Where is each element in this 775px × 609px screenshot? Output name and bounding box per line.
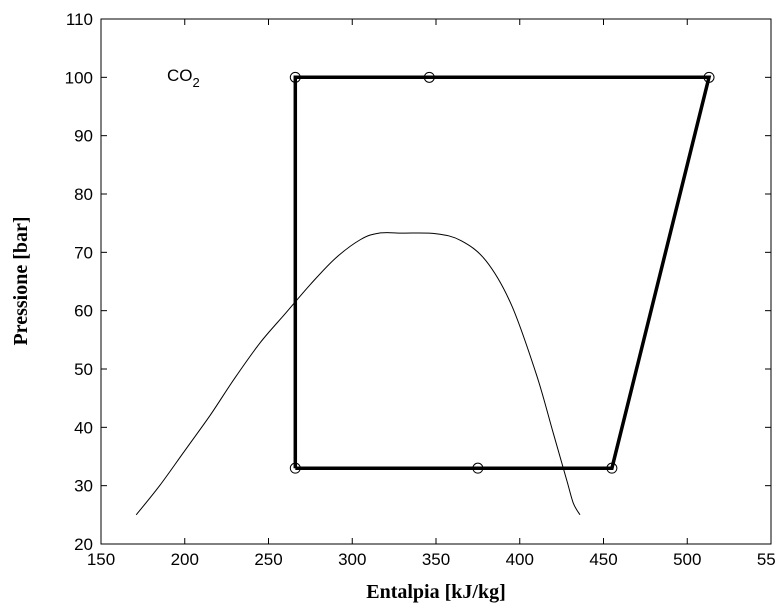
co2-annotation-subscript: 2: [193, 75, 200, 90]
x-tick-label: 350: [422, 550, 450, 569]
y-tick-label: 100: [65, 68, 93, 87]
co2-annotation: CO2: [167, 66, 200, 90]
cycle-line: [293, 75, 712, 470]
x-tick-label: 300: [338, 550, 366, 569]
state-point-marker: [423, 71, 435, 83]
state-point-marker: [703, 71, 715, 83]
axis-ticks: 150 200 250 300 350 400 450 500 550 20 30 40 50 60 70 8…: [65, 10, 775, 569]
y-tick-label: 80: [74, 185, 93, 204]
y-tick-label: 110: [66, 10, 93, 29]
x-tick-label: 500: [673, 550, 701, 569]
y-tick-label: 50: [74, 360, 93, 379]
x-tick-label: 400: [506, 550, 534, 569]
y-tick-label: 30: [74, 477, 93, 496]
y-tick-label: 60: [74, 302, 93, 321]
co2-annotation-text: CO: [167, 66, 193, 85]
x-tick-label: 550: [757, 550, 775, 569]
x-tick-label: 150: [87, 550, 115, 569]
y-axis-title: Pressione [bar]: [10, 216, 32, 345]
plot-frame: [100, 18, 772, 545]
state-point-marker: [289, 462, 301, 474]
state-point-marker: [472, 462, 484, 474]
x-tick-label: 250: [254, 550, 282, 569]
y-tick-label: 20: [74, 535, 93, 554]
state-point-marker: [289, 71, 301, 83]
y-tick-label: 90: [74, 127, 93, 146]
state-point-marker: [606, 462, 618, 474]
x-tick-label: 200: [171, 550, 199, 569]
x-tick-label: 450: [589, 550, 617, 569]
y-tick-label: 40: [74, 418, 93, 437]
y-tick-label: 70: [74, 243, 93, 262]
chart-series: [135, 71, 715, 516]
x-axis-title: Entalpia [kJ/kg]: [366, 581, 505, 603]
saturation-dome-line: [135, 232, 581, 516]
